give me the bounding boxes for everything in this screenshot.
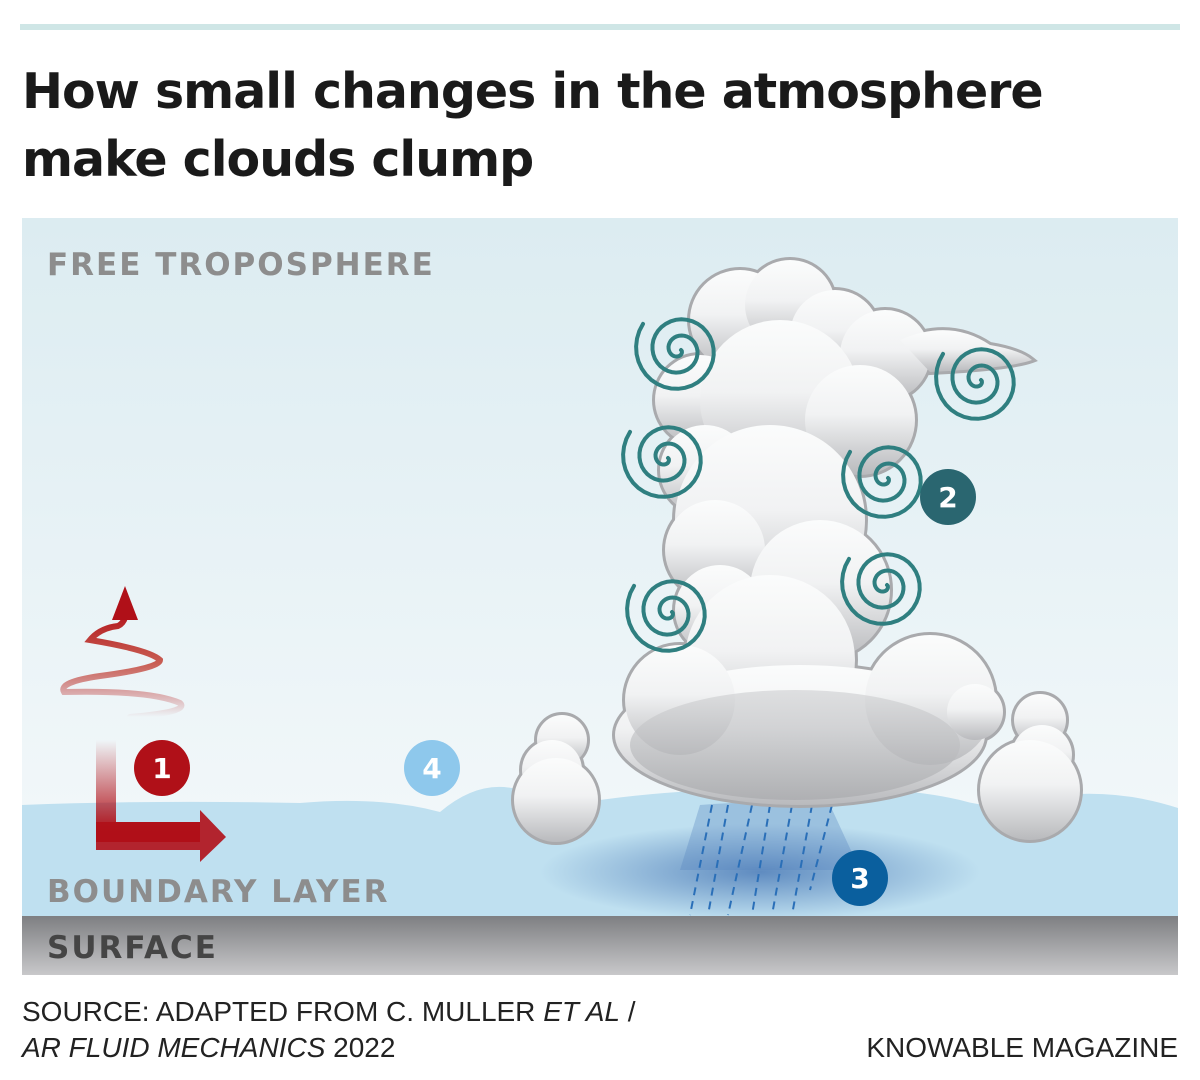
marker-4: 4: [404, 740, 460, 796]
source-credit: SOURCE: ADAPTED FROM C. MULLER ET AL / A…: [22, 996, 636, 1063]
red-arrow-icon: [60, 586, 226, 862]
swirl-icon: [934, 347, 1016, 421]
marker-2: 2: [920, 469, 976, 525]
rain-lines: [689, 804, 833, 916]
boundary-layer-label: BOUNDARY LAYER: [47, 874, 390, 910]
swirl-icon: [634, 317, 716, 391]
svg-text:1: 1: [152, 752, 171, 785]
marker-1: 1: [134, 740, 190, 796]
turbulence-swirls: [621, 317, 1016, 653]
swirl-icon: [841, 445, 923, 519]
swirl-icon: [621, 425, 703, 499]
svg-text:2: 2: [938, 481, 957, 514]
svg-text:4: 4: [422, 752, 441, 785]
surface-label: SURFACE: [47, 930, 218, 966]
free-troposphere-label: FREE TROPOSPHERE: [47, 247, 435, 283]
brand-credit: KNOWABLE MAGAZINE: [866, 1032, 1178, 1063]
page-title: How small changes in the atmosphere make…: [22, 63, 1044, 188]
top-rule: [20, 24, 1180, 30]
swirl-icon: [840, 552, 922, 626]
surface-region: [22, 916, 1178, 975]
small-cloud-right: [977, 691, 1083, 843]
svg-text:3: 3: [850, 862, 869, 895]
small-cloud-left: [511, 712, 601, 845]
marker-3: 3: [832, 850, 888, 906]
swirl-icon: [625, 579, 707, 653]
